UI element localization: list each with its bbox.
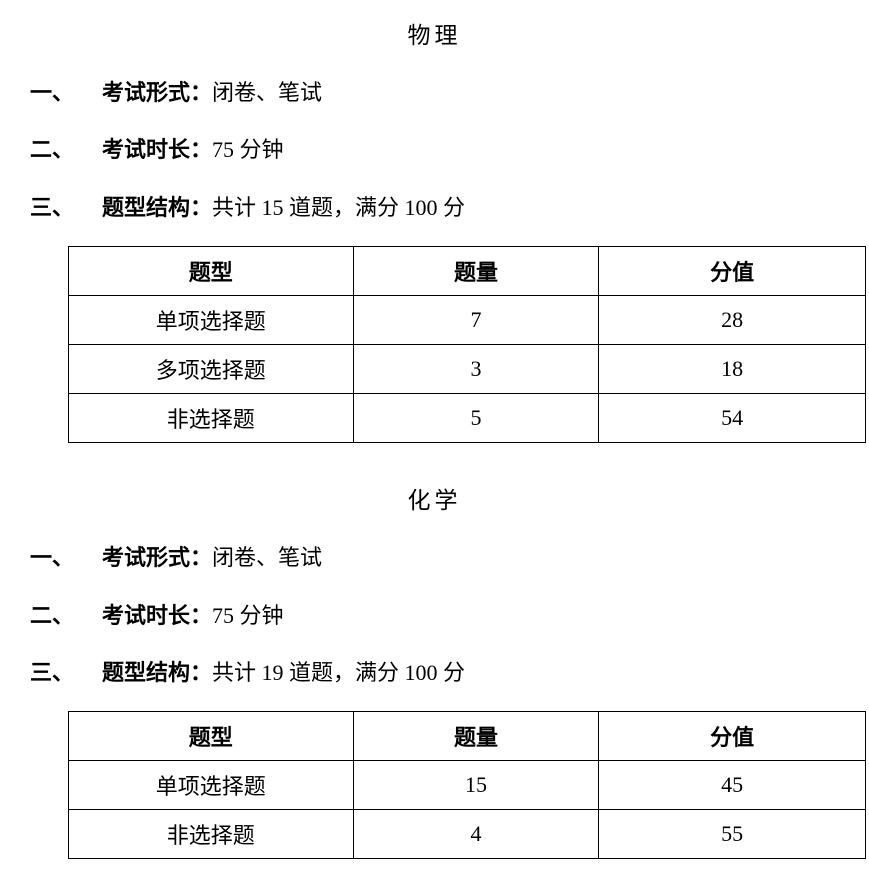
section-number: 一、 (30, 74, 102, 111)
section-number: 一、 (30, 539, 102, 576)
structure-table-physics: 题型 题量 分值 单项选择题 7 28 多项选择题 3 18 非选择题 5 54 (68, 246, 866, 443)
structure-table-chemistry: 题型 题量 分值 单项选择题 15 45 非选择题 4 55 (68, 711, 866, 859)
table-row: 单项选择题 15 45 (69, 761, 866, 810)
table-row: 非选择题 5 54 (69, 394, 866, 443)
section-exam-duration: 二、 考试时长：75 分钟 (30, 131, 839, 168)
cell-score: 28 (599, 296, 866, 345)
section-value: 75 分钟 (212, 137, 284, 162)
section-number: 三、 (30, 189, 102, 226)
header-count: 题量 (353, 247, 599, 296)
cell-count: 4 (353, 810, 599, 859)
subject-block-chemistry: 化学 一、 考试形式：闭卷、笔试 二、 考试时长：75 分钟 三、 题型结构：共… (30, 481, 839, 859)
section-value: 75 分钟 (212, 603, 284, 628)
cell-score: 54 (599, 394, 866, 443)
cell-score: 55 (599, 810, 866, 859)
section-label: 考试形式： (102, 80, 212, 105)
cell-type: 多项选择题 (69, 345, 354, 394)
section-value: 闭卷、笔试 (212, 545, 322, 570)
cell-type: 非选择题 (69, 810, 354, 859)
section-value: 闭卷、笔试 (212, 80, 322, 105)
subject-title: 物理 (30, 16, 839, 50)
cell-type: 单项选择题 (69, 761, 354, 810)
section-label: 考试时长： (102, 137, 212, 162)
cell-score: 45 (599, 761, 866, 810)
cell-count: 5 (353, 394, 599, 443)
cell-type: 非选择题 (69, 394, 354, 443)
table-row: 单项选择题 7 28 (69, 296, 866, 345)
section-label: 考试时长： (102, 603, 212, 628)
section-number: 二、 (30, 597, 102, 634)
section-label: 题型结构： (102, 195, 212, 220)
section-number: 二、 (30, 131, 102, 168)
table-header-row: 题型 题量 分值 (69, 712, 866, 761)
table-row: 非选择题 4 55 (69, 810, 866, 859)
section-value: 共计 19 道题，满分 100 分 (212, 660, 465, 685)
section-number: 三、 (30, 654, 102, 691)
section-exam-format: 一、 考试形式：闭卷、笔试 (30, 74, 839, 111)
cell-score: 18 (599, 345, 866, 394)
header-score: 分值 (599, 712, 866, 761)
header-type: 题型 (69, 712, 354, 761)
section-question-structure: 三、 题型结构：共计 19 道题，满分 100 分 (30, 654, 839, 691)
header-score: 分值 (599, 247, 866, 296)
header-type: 题型 (69, 247, 354, 296)
table-row: 多项选择题 3 18 (69, 345, 866, 394)
subject-block-physics: 物理 一、 考试形式：闭卷、笔试 二、 考试时长：75 分钟 三、 题型结构：共… (30, 16, 839, 443)
header-count: 题量 (353, 712, 599, 761)
cell-type: 单项选择题 (69, 296, 354, 345)
section-value: 共计 15 道题，满分 100 分 (212, 195, 465, 220)
section-question-structure: 三、 题型结构：共计 15 道题，满分 100 分 (30, 189, 839, 226)
section-label: 考试形式： (102, 545, 212, 570)
cell-count: 15 (353, 761, 599, 810)
section-label: 题型结构： (102, 660, 212, 685)
cell-count: 7 (353, 296, 599, 345)
subject-title: 化学 (30, 481, 839, 515)
section-exam-format: 一、 考试形式：闭卷、笔试 (30, 539, 839, 576)
cell-count: 3 (353, 345, 599, 394)
section-exam-duration: 二、 考试时长：75 分钟 (30, 597, 839, 634)
table-header-row: 题型 题量 分值 (69, 247, 866, 296)
